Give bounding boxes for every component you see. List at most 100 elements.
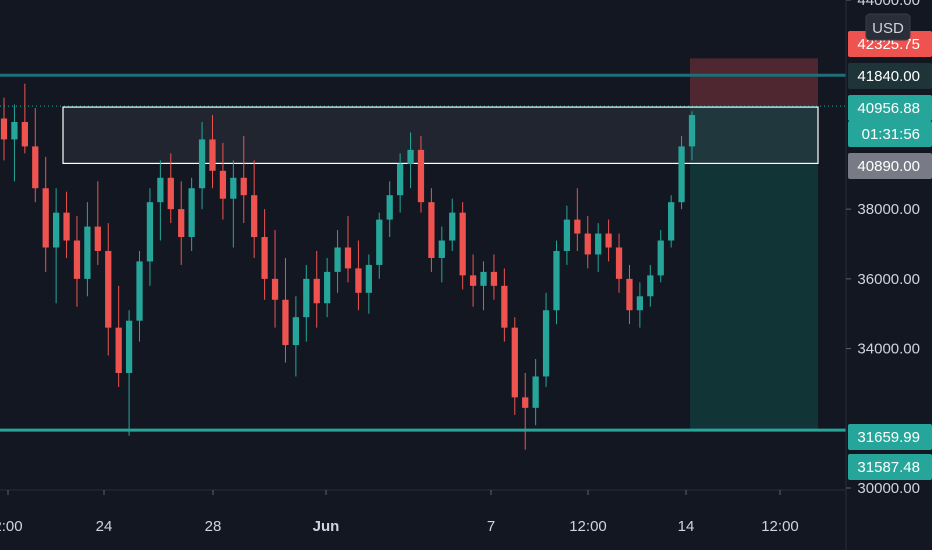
candle-body xyxy=(11,122,18,140)
axes xyxy=(0,0,847,550)
candle-body xyxy=(469,275,477,286)
candles xyxy=(0,83,696,450)
candle-body xyxy=(313,278,320,304)
candle-body xyxy=(157,177,164,203)
candle-body xyxy=(198,139,206,189)
price-tag-support: 31659.99 xyxy=(857,429,920,446)
take-profit-zone xyxy=(690,106,818,431)
candle-body xyxy=(167,177,174,210)
candle-body xyxy=(386,195,393,220)
candle-body xyxy=(73,240,81,279)
x-tick-label: 7 xyxy=(487,518,495,535)
candle-body xyxy=(188,188,195,238)
candle-body xyxy=(209,139,216,171)
candle-body xyxy=(178,209,185,238)
candle-body xyxy=(668,202,675,241)
candle-body xyxy=(490,271,498,286)
candle-body xyxy=(334,247,341,272)
x-tick-label: 14 xyxy=(678,518,695,535)
candle-body xyxy=(324,271,331,304)
candle-body xyxy=(282,299,289,346)
candle-body xyxy=(219,170,227,199)
candle-body xyxy=(52,212,60,248)
candle-body xyxy=(574,219,581,234)
candle-body xyxy=(584,233,591,255)
y-tick-label: 38000.00 xyxy=(857,201,920,218)
x-axis-ticks: 2:00 24 28 Jun 7 12:00 14 12:00 xyxy=(0,490,799,535)
y-tick-label: 44000.00 xyxy=(857,0,920,9)
price-tag-bg-box xyxy=(848,153,932,179)
range-box xyxy=(62,106,819,165)
candle-body xyxy=(355,268,362,293)
candle-body xyxy=(657,240,664,276)
candle-body xyxy=(501,285,508,328)
y-tick-label: 30000.00 xyxy=(857,480,920,497)
x-tick-label: Jun xyxy=(313,518,340,535)
candle-body xyxy=(605,233,612,248)
price-tag-last: 40956.88 xyxy=(857,100,920,117)
candle-body xyxy=(42,188,49,248)
x-tick-label: 2:00 xyxy=(0,518,23,535)
candle-body xyxy=(532,376,539,408)
candle-body xyxy=(105,250,112,328)
candle-body xyxy=(146,202,154,262)
candle-body xyxy=(542,310,550,377)
x-tick-label: 28 xyxy=(205,518,222,535)
candle-body xyxy=(292,317,300,346)
candle-body xyxy=(251,195,258,238)
candle-body xyxy=(365,264,372,293)
stop-loss-zone xyxy=(690,58,818,107)
candle-body xyxy=(344,247,352,269)
currency-badge[interactable]: USD xyxy=(865,13,911,41)
candle-body xyxy=(522,397,529,408)
candle-body xyxy=(626,278,633,311)
candle-body xyxy=(0,118,8,140)
candle-body xyxy=(678,146,685,203)
price-tag-box: 40890.00 xyxy=(857,158,920,175)
price-tag-bg-countdown xyxy=(848,121,932,147)
price-tag-bg-target xyxy=(848,454,932,480)
y-axis-ticks: 44000.00 38000.00 36000.00 34000.00 30000.00 xyxy=(846,0,920,497)
price-tag-bg-resistance xyxy=(848,63,932,89)
candle-body xyxy=(136,261,143,321)
candle-body xyxy=(688,115,696,147)
x-tick-label: 24 xyxy=(96,518,113,535)
candle-body xyxy=(32,146,39,189)
candle-body xyxy=(480,271,487,286)
x-tick-label: 12:00 xyxy=(761,518,799,535)
candle-body xyxy=(428,202,435,258)
currency-badge-bg xyxy=(865,13,911,41)
candle-body xyxy=(511,327,518,398)
price-tag-resistance: 41840.00 xyxy=(857,68,920,85)
candle-body xyxy=(615,247,623,279)
candle-body xyxy=(459,212,466,276)
x-tick-label: 12:00 xyxy=(569,518,607,535)
candle-body xyxy=(115,327,122,373)
candle-body xyxy=(636,296,644,311)
price-tag-target: 31587.48 xyxy=(857,459,920,476)
candle-body xyxy=(563,219,571,251)
candle-body xyxy=(63,212,70,241)
candle-body xyxy=(240,177,247,196)
price-tag-bg-last xyxy=(848,95,932,121)
candle-body xyxy=(376,219,383,265)
candle-body xyxy=(94,226,101,251)
candle-body xyxy=(84,226,91,279)
candle-body xyxy=(303,278,310,318)
candle-body xyxy=(396,163,404,196)
currency-label: USD xyxy=(872,20,904,37)
candle-body xyxy=(553,250,560,311)
horizontal-levels xyxy=(0,73,846,432)
candle-body xyxy=(438,240,445,258)
price-tag-bg-support xyxy=(848,424,932,450)
candle-body xyxy=(271,278,279,300)
candle-body xyxy=(417,149,425,203)
y-tick-label: 36000.00 xyxy=(857,271,920,288)
price-tag-countdown: 01:31:56 xyxy=(862,126,920,143)
candle-body xyxy=(125,320,133,373)
candle-body xyxy=(21,122,28,147)
candle-body xyxy=(407,149,414,164)
y-tick-label: 34000.00 xyxy=(857,341,920,358)
